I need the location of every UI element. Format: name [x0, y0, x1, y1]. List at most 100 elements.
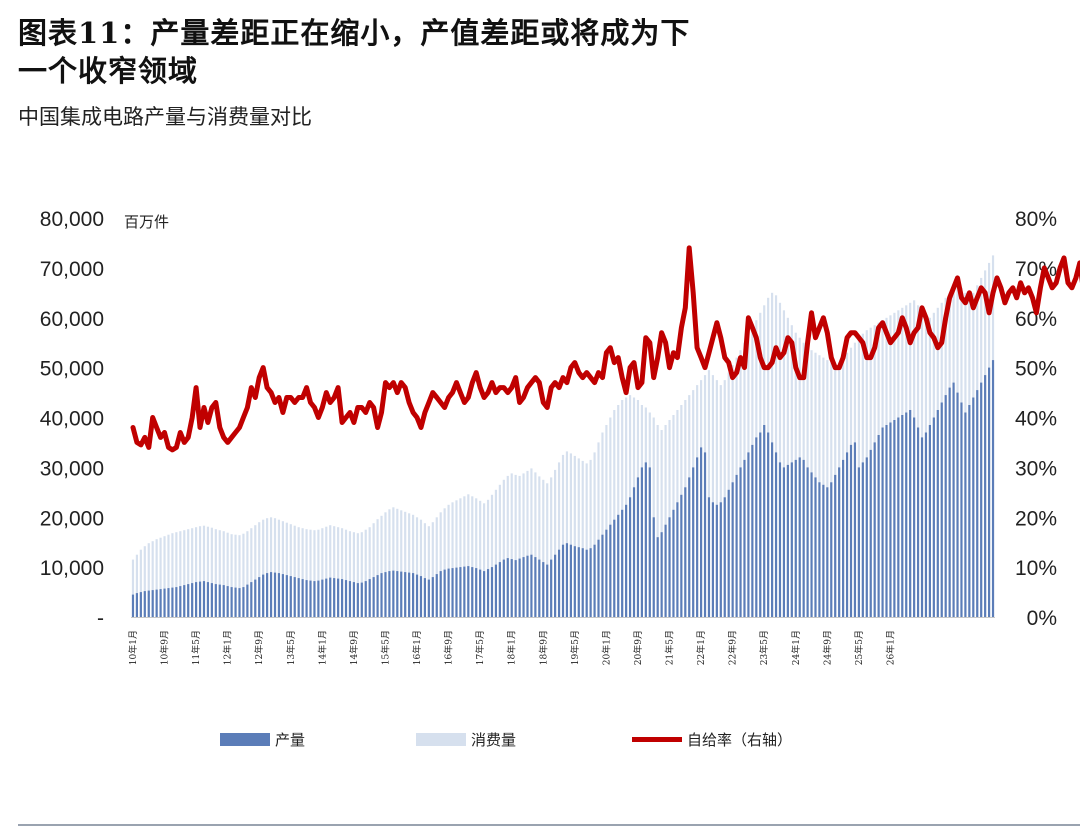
consumption-bar: [526, 470, 529, 617]
production-bar: [814, 477, 817, 617]
consumption-bar: [258, 522, 261, 617]
consumption-bar: [325, 526, 328, 617]
x-tick-label: 26年1月: [885, 630, 897, 665]
production-bar: [581, 548, 584, 617]
production-bar: [668, 517, 671, 618]
consumption-bar: [593, 452, 596, 617]
production-bar: [688, 477, 691, 617]
consumption-bar: [435, 517, 438, 618]
production-bar: [396, 571, 399, 617]
production-bar: [348, 581, 352, 617]
consumption-bar: [400, 510, 403, 617]
consumption-bar: [711, 375, 714, 617]
consumption-bar: [301, 528, 304, 617]
x-tick-label: 16年1月: [411, 630, 423, 665]
consumption-bar: [277, 519, 281, 617]
production-bar: [404, 572, 407, 617]
production-bar: [412, 573, 415, 617]
production-bar: [857, 467, 860, 617]
production-bar: [771, 442, 774, 617]
production-bar: [526, 555, 529, 617]
production-bar: [877, 435, 880, 617]
production-bar: [715, 504, 718, 617]
production-bar: [191, 583, 194, 617]
left-axis-unit-label: 百万件: [124, 213, 169, 231]
production-bar: [976, 390, 979, 617]
production-bar: [597, 539, 600, 617]
consumption-bar: [198, 526, 202, 617]
consumption-bar: [455, 500, 458, 617]
consumption-bar: [447, 504, 450, 617]
consumption-bar: [202, 525, 206, 617]
production-bar: [388, 571, 391, 617]
production-bar: [250, 582, 253, 617]
production-bar: [333, 578, 336, 617]
production-bar: [273, 572, 277, 617]
consumption-bar: [486, 499, 490, 617]
production-bar: [743, 459, 746, 617]
production-bar: [628, 497, 632, 617]
production-bar: [356, 583, 359, 617]
production-bar: [834, 474, 837, 617]
x-tick-label: 15年5月: [380, 630, 392, 665]
production-bar: [530, 554, 533, 617]
consumption-bar: [479, 500, 482, 617]
x-tick-label: 22年9月: [727, 630, 739, 665]
consumption-bar: [573, 455, 576, 617]
left-tick-label: 60,000: [40, 308, 104, 331]
production-bar: [577, 547, 580, 617]
production-bar: [498, 562, 501, 617]
consumption-bar: [317, 529, 320, 617]
x-tick-label: 12年9月: [253, 630, 265, 665]
consumption-bar: [656, 425, 659, 617]
consumption-bar: [179, 531, 182, 617]
production-bar: [143, 591, 146, 617]
consumption-bar: [340, 528, 344, 617]
x-tick-label: 10年9月: [159, 630, 171, 665]
production-bar: [700, 447, 703, 617]
right-tick-label: 0%: [1027, 607, 1057, 630]
consumption-bar: [715, 380, 718, 617]
production-bar: [782, 467, 786, 617]
production-bar: [463, 566, 466, 617]
production-bar: [313, 581, 316, 617]
consumption-bar: [415, 517, 419, 618]
production-bar: [964, 412, 967, 617]
production-bar: [475, 568, 478, 617]
production-bar: [171, 587, 174, 617]
consumption-bar: [585, 463, 588, 617]
production-bar: [901, 415, 904, 617]
production-bar: [285, 575, 288, 617]
consumption-bar: [538, 476, 541, 617]
x-tick-label: 13年5月: [285, 630, 297, 665]
consumption-bar: [238, 535, 241, 617]
production-bar: [534, 557, 537, 617]
x-tick-label: 20年9月: [632, 630, 644, 665]
production-bar: [680, 494, 683, 617]
production-bar: [822, 484, 825, 617]
consumption-bar: [498, 484, 501, 617]
consumption-bar: [471, 496, 474, 617]
right-tick-label: 10%: [1015, 557, 1057, 580]
production-bar: [889, 422, 892, 617]
production-bar: [293, 577, 296, 617]
x-tick-label: 14年9月: [348, 630, 360, 665]
production-bar: [767, 432, 770, 617]
consumption-bar: [557, 462, 561, 617]
production-bar: [794, 459, 797, 617]
consumption-bar: [475, 498, 478, 617]
production-bar: [802, 459, 805, 617]
ratio-legend-label: 自给率（右轴）: [687, 731, 792, 749]
production-legend-swatch: [220, 733, 270, 746]
production-bar: [510, 559, 513, 617]
production-bar: [747, 452, 750, 617]
x-tick-label: 24年1月: [790, 630, 802, 665]
production-bar: [984, 375, 987, 617]
consumption-bar: [534, 472, 537, 617]
left-tick-label: -: [97, 607, 104, 630]
consumption-legend-swatch: [416, 733, 466, 746]
consumption-bar: [439, 512, 442, 617]
production-bar: [759, 432, 762, 617]
production-bar: [605, 529, 608, 617]
production-bar: [849, 444, 853, 617]
